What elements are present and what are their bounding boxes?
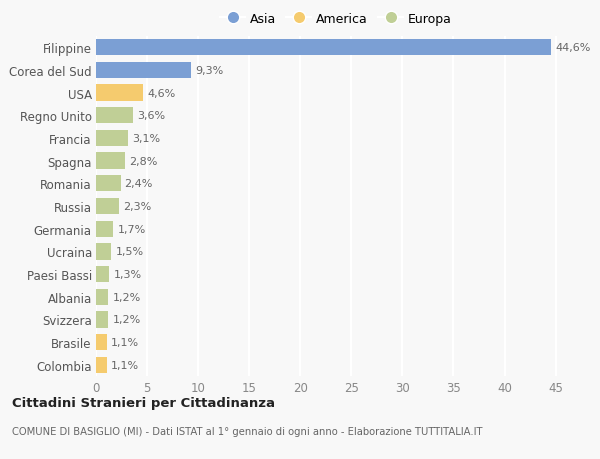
Text: 1,2%: 1,2%: [112, 292, 140, 302]
Text: 2,8%: 2,8%: [128, 156, 157, 166]
Text: 9,3%: 9,3%: [195, 66, 223, 76]
Legend: Asia, America, Europa: Asia, America, Europa: [217, 9, 455, 29]
Text: 2,4%: 2,4%: [125, 179, 153, 189]
Bar: [96, 85, 143, 101]
Bar: [96, 244, 112, 260]
Text: 3,6%: 3,6%: [137, 111, 165, 121]
Text: 4,6%: 4,6%: [147, 88, 175, 98]
Bar: [96, 40, 551, 56]
Bar: [96, 357, 107, 373]
Bar: [96, 221, 113, 237]
Bar: [96, 130, 128, 147]
Bar: [96, 108, 133, 124]
Text: 1,5%: 1,5%: [115, 247, 143, 257]
Text: 1,1%: 1,1%: [112, 337, 139, 347]
Text: 3,1%: 3,1%: [132, 134, 160, 144]
Text: 1,3%: 1,3%: [113, 269, 142, 280]
Bar: [96, 266, 109, 283]
Bar: [96, 153, 125, 169]
Bar: [96, 198, 119, 215]
Text: 2,3%: 2,3%: [124, 202, 152, 212]
Text: 44,6%: 44,6%: [556, 43, 591, 53]
Bar: [96, 289, 108, 305]
Text: Cittadini Stranieri per Cittadinanza: Cittadini Stranieri per Cittadinanza: [12, 396, 275, 409]
Bar: [96, 176, 121, 192]
Text: 1,1%: 1,1%: [112, 360, 139, 370]
Text: COMUNE DI BASIGLIO (MI) - Dati ISTAT al 1° gennaio di ogni anno - Elaborazione T: COMUNE DI BASIGLIO (MI) - Dati ISTAT al …: [12, 426, 482, 436]
Text: 1,7%: 1,7%: [118, 224, 146, 234]
Bar: [96, 62, 191, 79]
Bar: [96, 312, 108, 328]
Text: 1,2%: 1,2%: [112, 315, 140, 325]
Bar: [96, 334, 107, 351]
